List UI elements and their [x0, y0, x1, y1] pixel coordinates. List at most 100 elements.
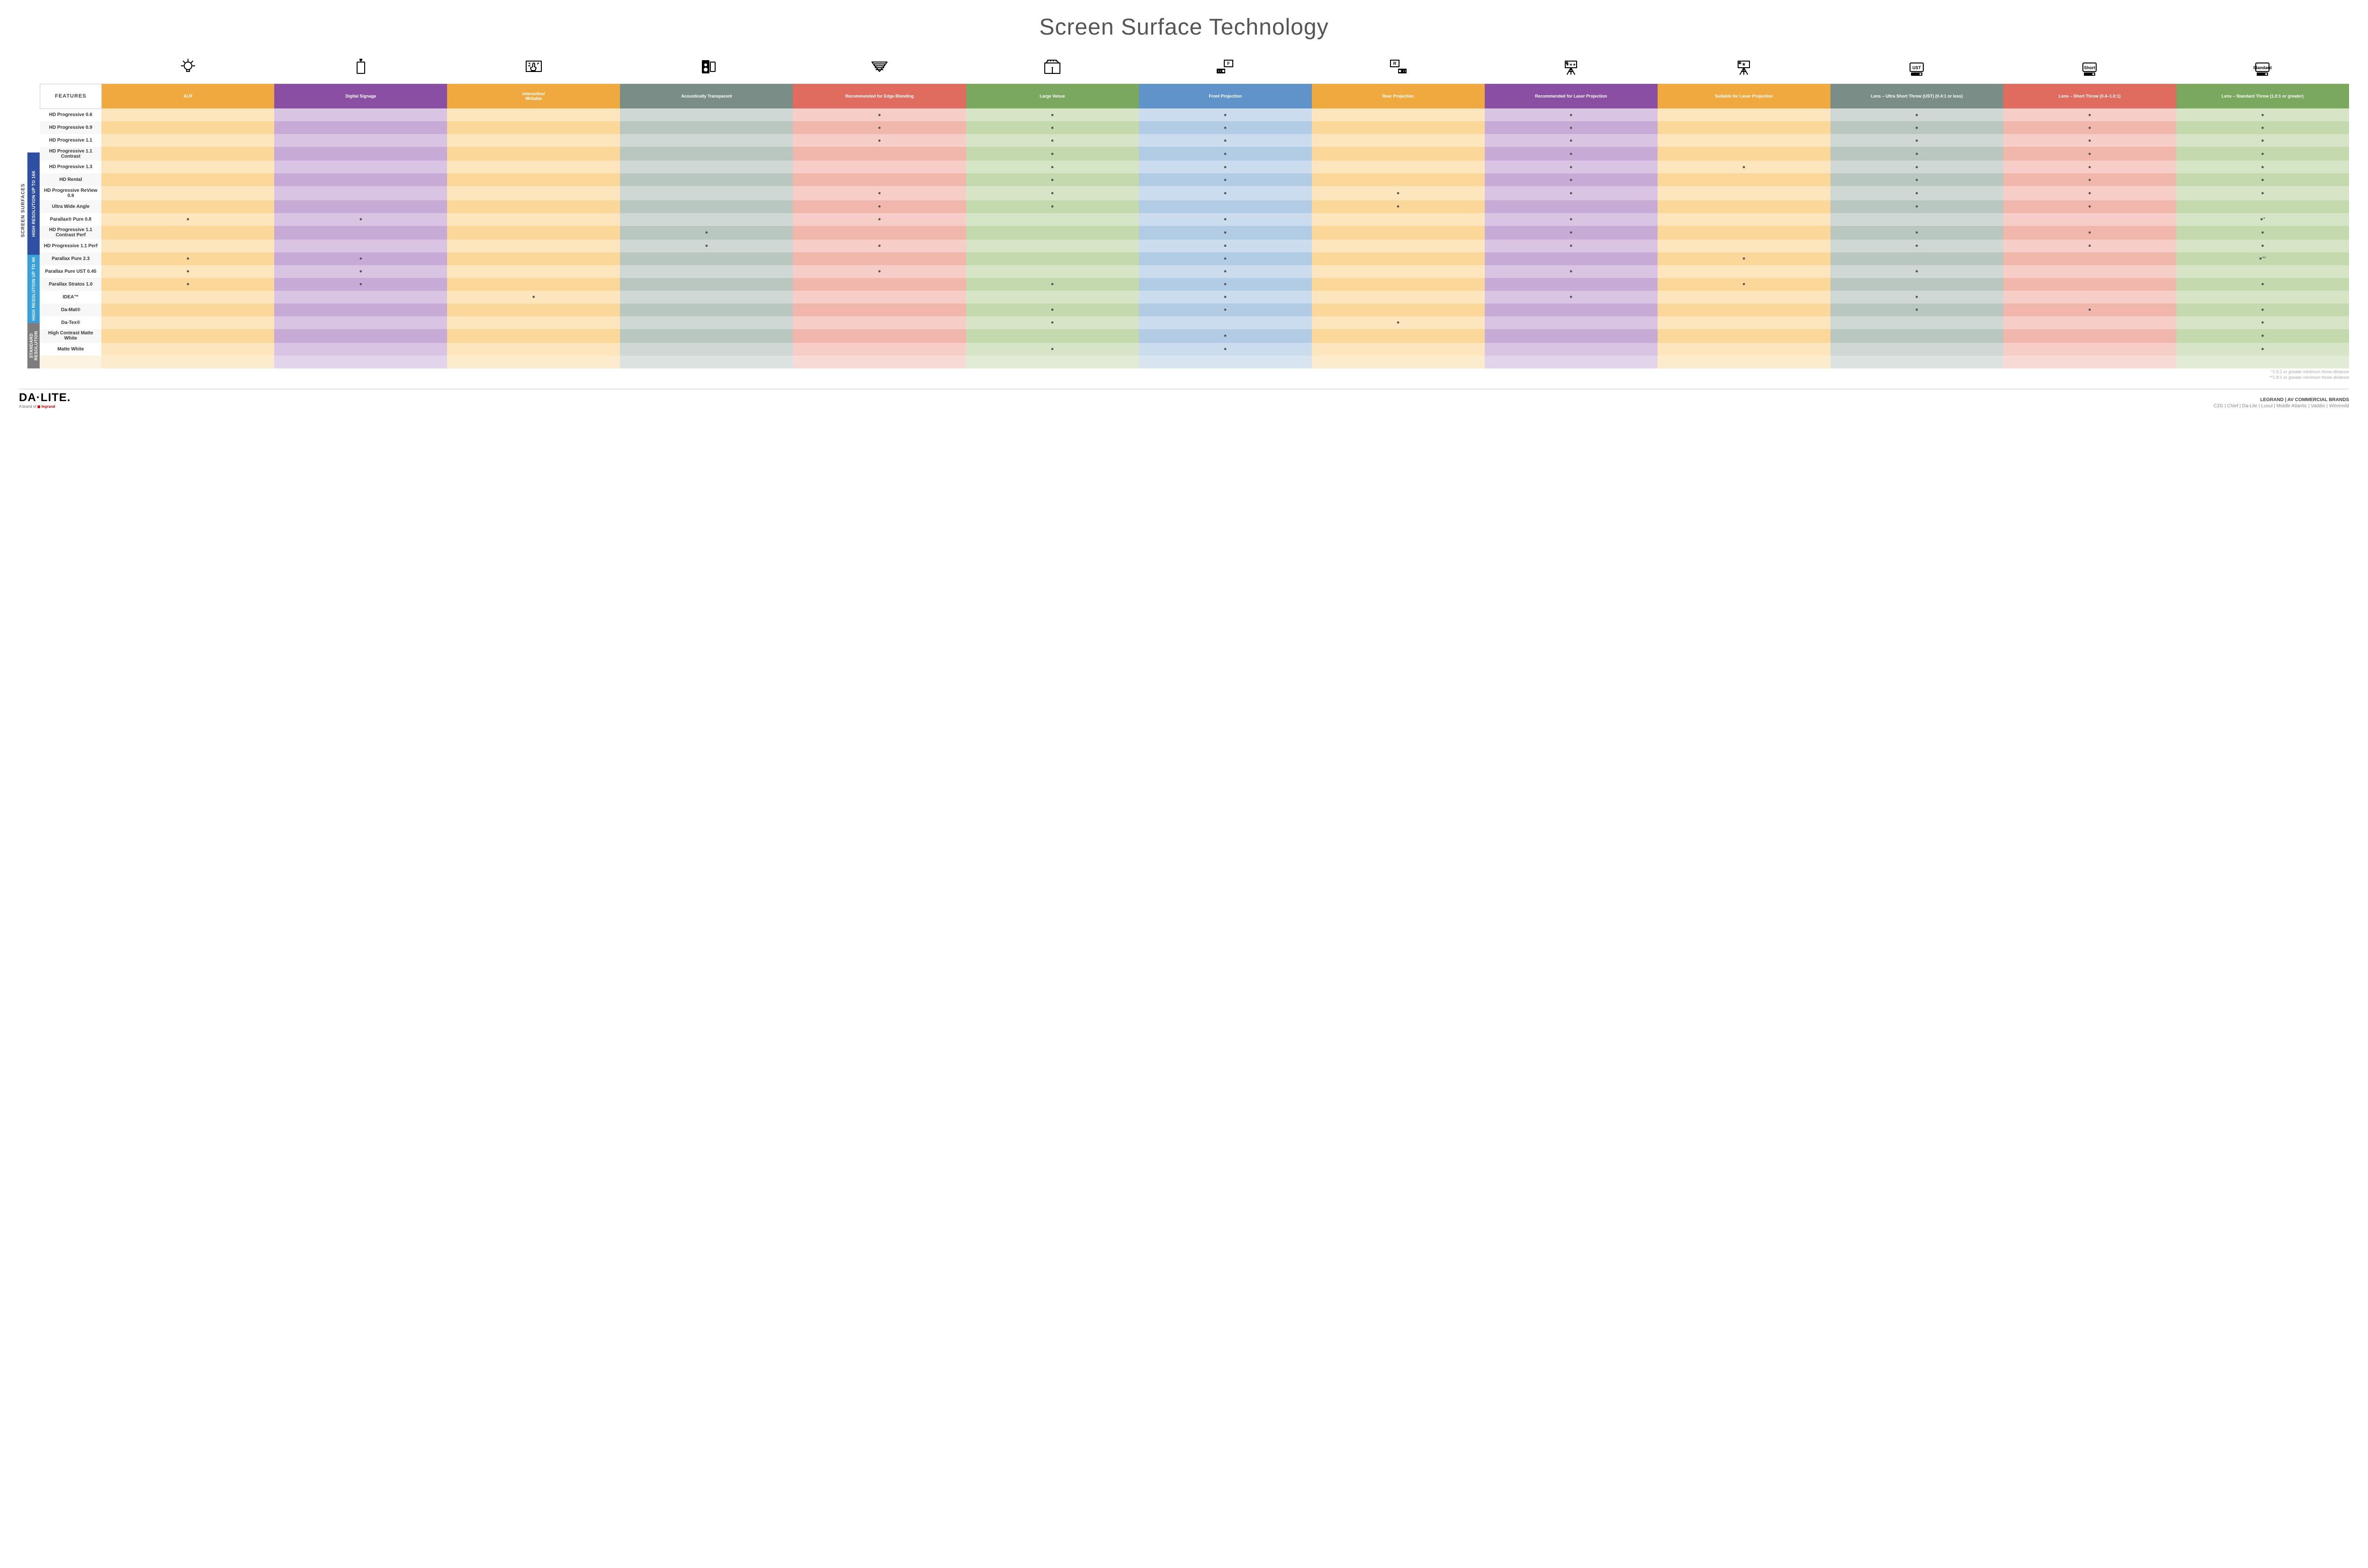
cell-rear: ● — [1312, 316, 1485, 329]
row-label: Matte White — [40, 343, 101, 356]
cell-rec_laser: ● — [1485, 186, 1658, 200]
table-row: HD Rental●●●●●● — [40, 173, 2349, 186]
cell-short — [2003, 291, 2176, 304]
speaker-icon — [620, 52, 793, 84]
col-header-short: Lens – Short Throw (0.4–1.0:1) — [2003, 84, 2176, 108]
cell-rec_laser — [1485, 278, 1658, 291]
cell-rec_laser: ● — [1485, 213, 1658, 226]
cell-rear — [1312, 121, 1485, 134]
cell-ust — [1830, 316, 2003, 329]
cell-rear — [1312, 213, 1485, 226]
footnotes: *1.5:1 or greater minimum throw distance… — [19, 369, 2349, 380]
cell-interactive: ● — [447, 291, 620, 304]
cell-signage — [274, 329, 447, 343]
footer-heading: LEGRAND | AV COMMERCIAL BRANDS — [2214, 397, 2349, 403]
cell-std: ● — [2176, 121, 2349, 134]
cell-interactive — [447, 147, 620, 161]
cell-suit_laser — [1658, 213, 1830, 226]
svg-text:R: R — [1393, 61, 1397, 66]
cell-std: ● — [2176, 161, 2349, 173]
cell-large: ● — [966, 173, 1139, 186]
cell-edge: ● — [793, 186, 966, 200]
ust_proj-icon: UST — [1830, 52, 2003, 84]
cell-front — [1139, 200, 1312, 213]
page-title: Screen Surface Technology — [19, 14, 2349, 40]
cell-suit_laser — [1658, 329, 1830, 343]
cell-rec_laser: ● — [1485, 226, 1658, 240]
cell-front: ● — [1139, 186, 1312, 200]
cell-short: ● — [2003, 134, 2176, 147]
cell-short — [2003, 343, 2176, 356]
cell-signage — [274, 134, 447, 147]
cell-large: ● — [966, 108, 1139, 121]
row-label: Parallax® Pure 0.8 — [40, 213, 101, 226]
cell-ust: ● — [1830, 121, 2003, 134]
cell-interactive — [447, 213, 620, 226]
cell-rec_laser — [1485, 343, 1658, 356]
cell-short: ● — [2003, 226, 2176, 240]
cell-large: ● — [966, 316, 1139, 329]
cell-interactive — [447, 161, 620, 173]
cell-ust: ● — [1830, 173, 2003, 186]
cell-alr — [101, 147, 274, 161]
col-header-interactive: Interactive/Writable — [447, 84, 620, 108]
row-label: Parallax Stratos 1.0 — [40, 278, 101, 291]
cell-acoustic — [620, 134, 793, 147]
cell-signage: ● — [274, 278, 447, 291]
cell-std: ● — [2176, 304, 2349, 316]
cell-interactive — [447, 265, 620, 278]
cell-rec_laser: ● — [1485, 147, 1658, 161]
cell-std: ● — [2176, 134, 2349, 147]
cell-std: ● — [2176, 278, 2349, 291]
cell-std: ● — [2176, 240, 2349, 252]
col-header-rec_laser: Recommended for Laser Projection — [1485, 84, 1658, 108]
cell-signage: ● — [274, 252, 447, 265]
table-row: Da-Mat®●●●●● — [40, 304, 2349, 316]
cell-alr — [101, 226, 274, 240]
cell-std: ● — [2176, 147, 2349, 161]
table-row: Parallax Pure UST 0.45●●●●●● — [40, 265, 2349, 278]
cell-acoustic — [620, 213, 793, 226]
svg-text:Standard: Standard — [2253, 65, 2272, 70]
cell-ust: ● — [1830, 265, 2003, 278]
cell-signage — [274, 316, 447, 329]
cell-suit_laser — [1658, 343, 1830, 356]
cell-acoustic — [620, 291, 793, 304]
table-row: Parallax® Pure 0.8●●●●●●* — [40, 213, 2349, 226]
cell-edge — [793, 343, 966, 356]
table-row: HD Progressive 0.6●●●●●●● — [40, 108, 2349, 121]
cell-edge — [793, 161, 966, 173]
cell-edge: ● — [793, 213, 966, 226]
cell-interactive — [447, 173, 620, 186]
table-row: HD Progressive 1.1●●●●●●● — [40, 134, 2349, 147]
cell-suit_laser — [1658, 240, 1830, 252]
cell-short — [2003, 278, 2176, 291]
cell-rear — [1312, 161, 1485, 173]
col-header-large: Large Venue — [966, 84, 1139, 108]
cell-alr — [101, 240, 274, 252]
cell-rec_laser: ● — [1485, 240, 1658, 252]
cell-signage — [274, 108, 447, 121]
cell-std — [2176, 291, 2349, 304]
cell-edge: ● — [793, 134, 966, 147]
table-row: Ultra Wide Angle●●●●● — [40, 200, 2349, 213]
suit_laser-icon: ★ — [1658, 52, 1830, 84]
side-main-label: SCREEN SURFACES — [19, 102, 27, 318]
cell-front: ● — [1139, 121, 1312, 134]
table-row: HD Progressive 0.9●●●●●●● — [40, 121, 2349, 134]
cell-edge — [793, 278, 966, 291]
touch-icon — [447, 52, 620, 84]
cell-large: ● — [966, 304, 1139, 316]
cell-signage: ● — [274, 213, 447, 226]
cell-large: ● — [966, 147, 1139, 161]
side-labels: SCREEN SURFACES — [19, 52, 27, 368]
cell-rear — [1312, 291, 1485, 304]
cell-rear — [1312, 304, 1485, 316]
cell-rear — [1312, 252, 1485, 265]
cell-acoustic — [620, 186, 793, 200]
cell-edge: ● — [793, 240, 966, 252]
front_proj-icon: F — [1139, 52, 1312, 84]
cell-interactive — [447, 121, 620, 134]
row-label: HD Progressive 1.1 Contrast — [40, 147, 101, 161]
cell-edge: ● — [793, 200, 966, 213]
